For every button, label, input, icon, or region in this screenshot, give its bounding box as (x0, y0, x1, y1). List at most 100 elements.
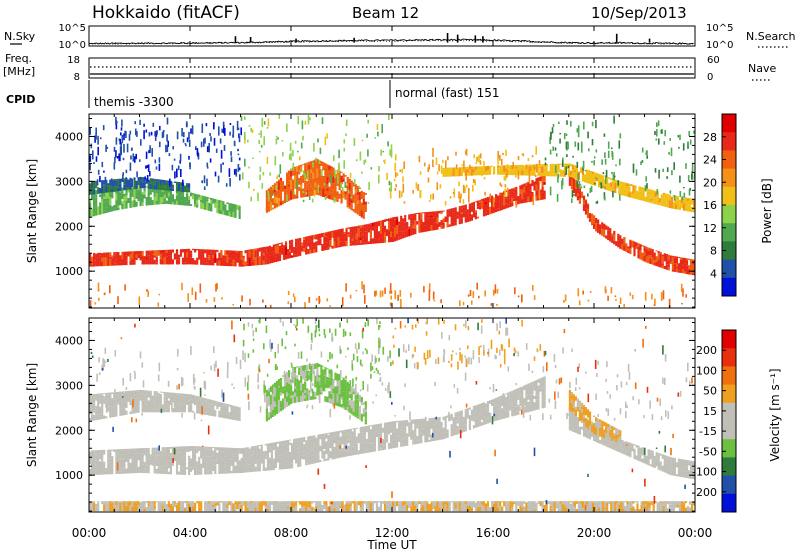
heatmap-cell (95, 253, 98, 261)
heatmap-cell (375, 290, 378, 296)
heatmap-cell (635, 246, 638, 249)
heatmap-cell (588, 148, 590, 152)
heatmap-cell (601, 422, 604, 432)
heatmap-cell (547, 171, 550, 177)
heatmap-cell (639, 458, 642, 462)
heatmap-cell (523, 183, 526, 187)
heatmap-cell (151, 462, 154, 466)
heatmap-cell (324, 187, 327, 195)
heatmap-cell (324, 379, 327, 388)
heatmap-cell (157, 448, 160, 456)
heatmap-cell (314, 187, 317, 191)
heatmap-cell (476, 166, 479, 170)
heatmap-cell (131, 449, 134, 457)
heatmap-cell (143, 501, 146, 506)
heatmap-cell (509, 405, 512, 411)
heatmap-cell (410, 217, 413, 224)
heatmap-cell (478, 154, 480, 163)
heatmap-cell (537, 173, 540, 176)
heatmap-cell (141, 177, 144, 179)
heatmap-cell (256, 254, 259, 257)
heatmap-cell (338, 180, 341, 188)
heatmap-cell (238, 504, 241, 508)
heatmap-cell (389, 290, 391, 294)
heatmap-cell (323, 245, 326, 251)
heatmap-cell (685, 260, 689, 266)
heatmap-cell (541, 173, 544, 177)
heatmap-cell (288, 186, 291, 190)
heatmap-cell (159, 258, 162, 265)
heatmap-cell (522, 153, 525, 157)
heatmap-cell (149, 454, 152, 457)
heatmap-cell (466, 412, 469, 419)
heatmap-cell (95, 450, 98, 454)
heatmap-cell (486, 197, 490, 204)
heatmap-cell (503, 401, 506, 410)
heatmap-cell (625, 444, 628, 452)
heatmap-cell (222, 411, 225, 419)
heatmap-cell (286, 402, 289, 407)
heatmap-cell (125, 456, 128, 463)
heatmap-cell (143, 404, 146, 413)
heatmap-cell (380, 149, 382, 156)
heatmap-cell (190, 250, 193, 254)
heatmap-cell (320, 169, 323, 176)
heatmap-cell (503, 172, 506, 175)
heatmap-cell (264, 467, 267, 471)
heatmap-cell (320, 177, 323, 187)
heatmap-cell (606, 176, 609, 178)
heatmap-cell (181, 501, 185, 504)
heatmap-cell (337, 229, 340, 237)
heatmap-cell (203, 175, 206, 184)
heatmap-cell (274, 244, 277, 246)
heatmap-cell (655, 457, 658, 467)
heatmap-cell (351, 226, 354, 228)
heatmap-cell (188, 394, 191, 397)
heatmap-cell (649, 248, 652, 250)
heatmap-cell (475, 156, 478, 162)
heatmap-cell (346, 406, 349, 412)
heatmap-cell (331, 442, 334, 448)
heatmap-cell (348, 202, 351, 206)
heatmap-cell (572, 421, 575, 427)
heatmap-cell (341, 297, 344, 307)
heatmap-cell (523, 197, 526, 203)
heatmap-cell (385, 424, 389, 427)
heatmap-cell (192, 446, 195, 455)
heatmap-cell (191, 287, 194, 295)
heatmap-cell (238, 407, 241, 411)
heatmap-cell (206, 249, 209, 258)
heatmap-cell (398, 190, 401, 199)
heatmap-cell (171, 394, 174, 403)
heatmap-cell (313, 249, 316, 253)
heatmap-cell (337, 431, 340, 432)
heatmap-cell (308, 183, 311, 193)
heatmap-cell (497, 165, 500, 168)
heatmap-cell (230, 464, 233, 466)
heatmap-cell (265, 210, 268, 213)
heatmap-cell (145, 251, 148, 254)
heatmap-cell (248, 448, 251, 452)
heatmap-cell (351, 238, 354, 241)
heatmap-cell (357, 441, 360, 444)
heatmap-cell (645, 455, 648, 465)
heatmap-cell (218, 464, 221, 469)
heatmap-cell (169, 395, 172, 403)
heatmap-cell (144, 176, 146, 180)
heatmap-cell (410, 292, 412, 298)
heatmap-cell (151, 254, 154, 258)
heatmap-cell (577, 288, 580, 297)
heatmap-cell (341, 187, 344, 192)
heatmap-cell (651, 249, 654, 258)
heatmap-cell (206, 407, 209, 416)
heatmap-cell (153, 451, 156, 456)
heatmap-cell (691, 163, 694, 172)
heatmap-cell (422, 229, 425, 233)
heatmap-cell (200, 463, 203, 471)
heatmap-cell (479, 153, 482, 159)
heatmap-cell (139, 254, 142, 261)
heatmap-cell (229, 131, 231, 136)
heatmap-cell (123, 392, 126, 402)
heatmap-cell (232, 408, 235, 416)
heatmap-cell (269, 414, 272, 419)
